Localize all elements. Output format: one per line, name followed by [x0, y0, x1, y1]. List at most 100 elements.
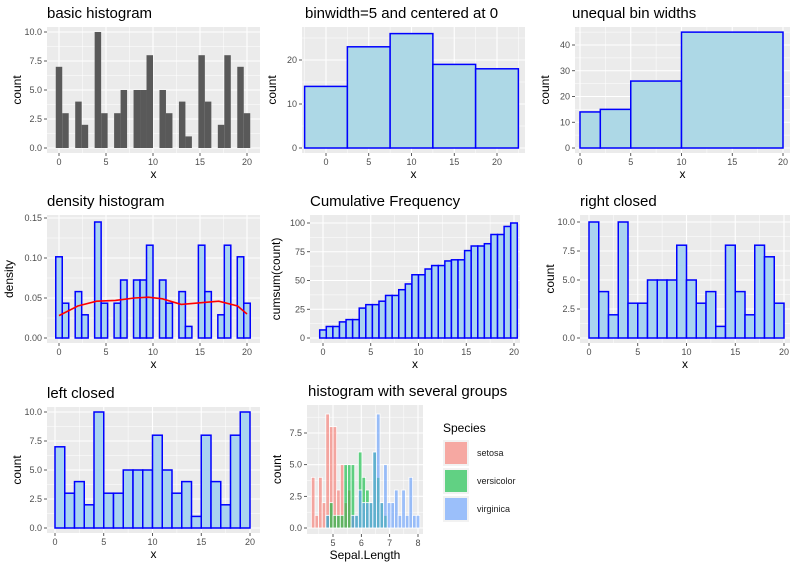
histogram-bar-setosa: [321, 502, 327, 529]
histogram-bar-virginica: [415, 514, 421, 529]
histogram-bar: [588, 221, 600, 339]
y-tick-label: 0.00: [24, 333, 42, 343]
histogram-bar: [142, 469, 154, 529]
histogram-bar-versicolor: [332, 514, 338, 529]
y-tick-label: 10.0: [24, 27, 42, 37]
histogram-bar: [680, 31, 784, 149]
panel-title: unequal bin widths: [572, 5, 696, 22]
histogram-bar: [74, 290, 83, 339]
histogram-bar: [200, 434, 212, 529]
histogram-bar: [146, 55, 153, 149]
histogram-bar: [695, 302, 707, 339]
x-axis-label: x: [151, 547, 157, 561]
histogram-bar: [139, 279, 148, 339]
histogram-bar-virginica: [383, 464, 388, 529]
histogram-bar: [114, 113, 121, 148]
y-tick-label: 5.0: [289, 460, 302, 470]
histogram-bar: [371, 303, 380, 339]
histogram-bar: [773, 302, 785, 339]
x-tick-label: 5: [628, 157, 633, 167]
x-tick-label: 5: [368, 347, 373, 357]
histogram-bar: [637, 302, 649, 339]
x-tick-label: 15: [449, 157, 459, 167]
histogram-bar: [120, 90, 128, 148]
histogram-bar: [75, 101, 82, 148]
histogram-bar: [145, 244, 154, 339]
histogram-bar: [598, 290, 610, 339]
histogram-bar: [378, 300, 387, 339]
y-tick-label: 2.5: [289, 491, 302, 501]
x-tick-label: 20: [492, 157, 502, 167]
histogram-bar-virginica: [379, 502, 385, 529]
y-axis-label: count: [538, 75, 552, 105]
histogram-bar: [165, 302, 174, 339]
histogram-bar: [763, 256, 775, 339]
histogram-bar: [55, 66, 63, 148]
histogram-bar: [705, 290, 717, 339]
histogram-bar: [54, 446, 66, 529]
y-tick-label: 7.5: [29, 436, 42, 446]
x-axis-label: x: [151, 357, 157, 371]
x-tick-label: 10: [676, 157, 686, 167]
histogram-bar: [133, 90, 141, 148]
y-tick-label: 7.5: [562, 246, 575, 256]
histogram-bar: [132, 469, 144, 529]
legend-swatch-setosa: [445, 442, 467, 464]
y-axis-label: density: [2, 260, 16, 298]
histogram-bar: [744, 314, 756, 339]
histogram-bar: [80, 314, 89, 339]
panel-title: basic histogram: [47, 5, 152, 22]
x-tick-label: 0: [323, 157, 328, 167]
y-axis-label: count: [270, 454, 284, 484]
histogram-bar-virginica: [394, 489, 399, 529]
histogram-bar-virginica: [404, 514, 410, 529]
histogram-bar: [62, 113, 69, 148]
y-tick-label: 5.0: [29, 85, 42, 95]
histogram-bar-virginica: [408, 476, 413, 529]
y-tick-label: 0.10: [24, 253, 42, 263]
x-tick-label: 0: [586, 347, 591, 357]
histogram-bar-virginica: [386, 502, 392, 529]
x-axis-label: x: [682, 357, 688, 371]
histogram-bar: [224, 55, 231, 149]
histogram-bar-versicolor: [347, 464, 352, 529]
histogram-bar: [496, 233, 505, 339]
x-tick-label: 15: [730, 347, 740, 357]
histogram-bar: [239, 411, 251, 529]
histogram-bar: [345, 318, 354, 339]
histogram-bar: [151, 434, 163, 529]
histogram-bar: [181, 480, 193, 529]
x-tick-label: 15: [195, 157, 205, 167]
x-tick-label: 0: [577, 157, 582, 167]
histogram-bar: [185, 136, 192, 148]
histogram-bar: [437, 264, 446, 339]
histogram-bar: [217, 314, 226, 339]
y-tick-label: 40: [560, 40, 570, 50]
x-tick-label: 5: [103, 157, 108, 167]
histogram-bar: [404, 283, 413, 339]
panel-p8: 5 6 7 8 0.0 2.5 5.0 7.5 histogram with several g…: [270, 383, 516, 562]
histogram-bar: [490, 233, 499, 339]
panel-title: histogram with several groups: [308, 383, 507, 400]
histogram-bar-setosa: [325, 413, 330, 529]
histogram-bar: [397, 288, 407, 339]
histogram-bar-virginica: [365, 502, 370, 529]
y-tick-label: 7.5: [289, 428, 302, 438]
histogram-bar-virginica: [357, 489, 363, 529]
x-tick-label: 10: [413, 347, 423, 357]
histogram-bar: [463, 249, 472, 339]
y-tick-label: 0.0: [562, 333, 575, 343]
histogram-bar: [358, 307, 367, 339]
histogram-bar: [417, 274, 426, 339]
histogram-bar: [103, 492, 115, 529]
x-axis-label: x: [411, 167, 417, 181]
histogram-bar: [229, 434, 241, 529]
x-tick-label: 0: [320, 347, 325, 357]
panel-p4: 0 5 10 15 20 0.00 0.05 0.10 0.15 density histogra…: [2, 193, 260, 371]
x-axis-label: x: [151, 167, 157, 181]
x-tick-label: 20: [245, 537, 255, 547]
histogram-bar: [424, 268, 433, 339]
histogram-bar: [101, 113, 108, 148]
histogram-bar: [73, 480, 85, 529]
